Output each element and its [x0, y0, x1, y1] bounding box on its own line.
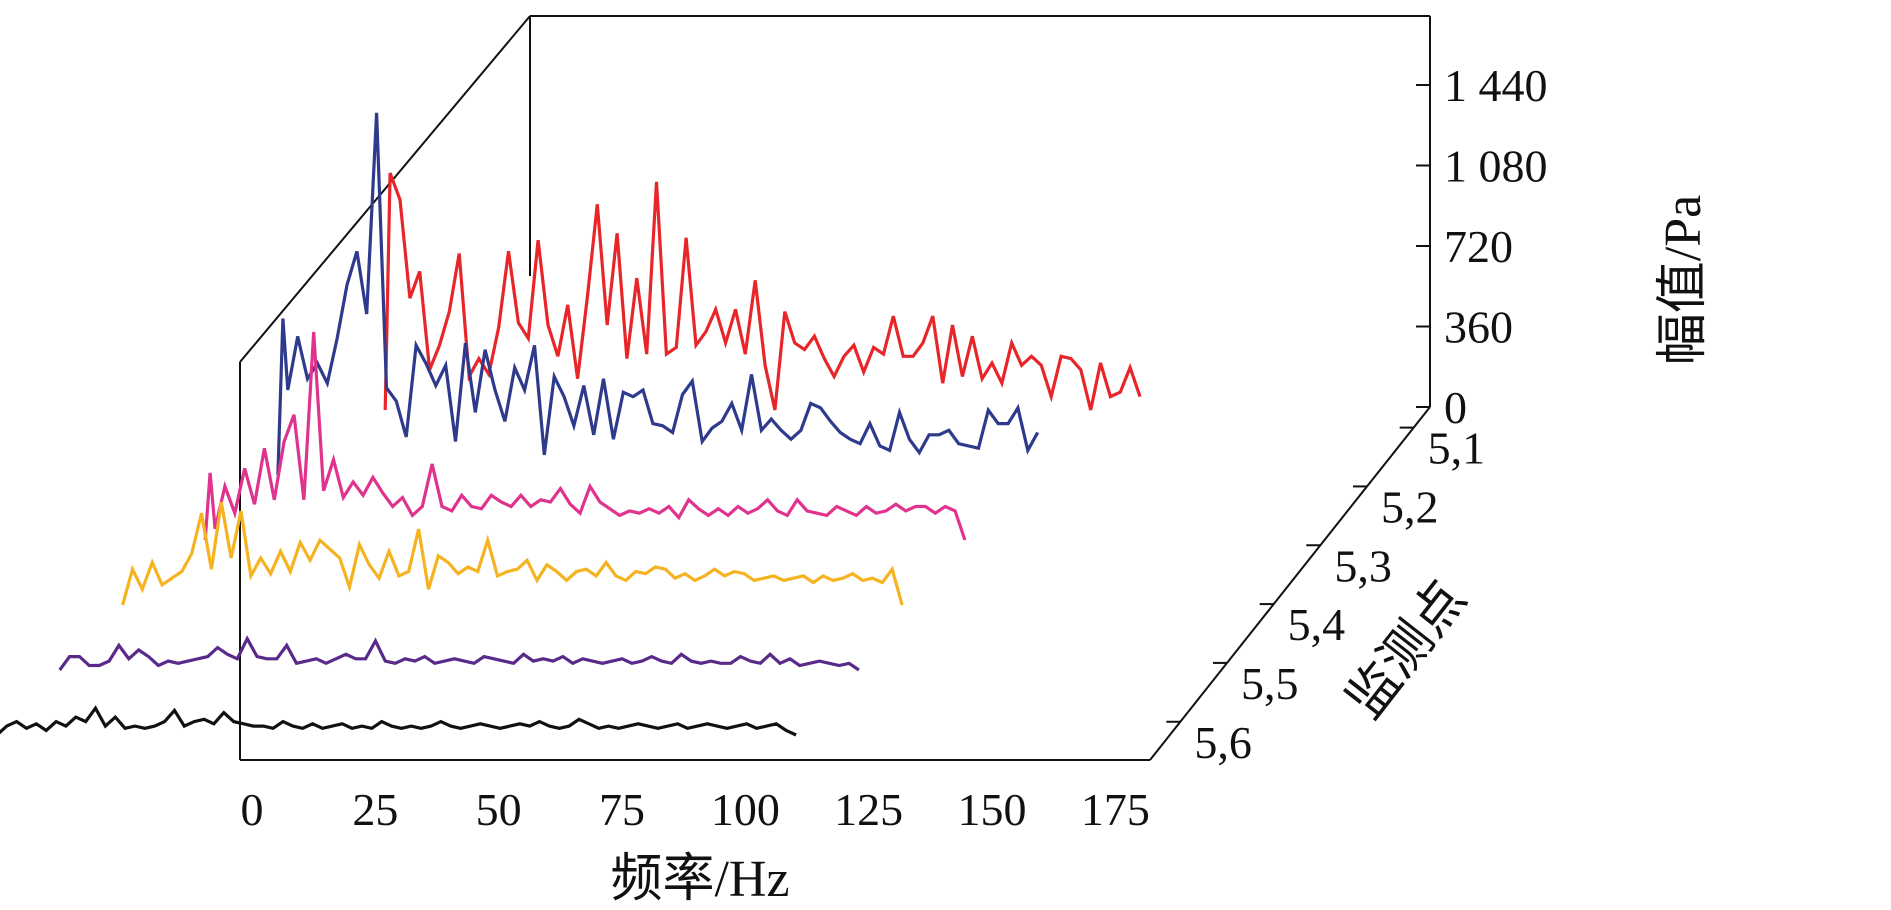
depth-tick-label: 5,4	[1288, 599, 1346, 650]
series-line-5	[58, 635, 860, 672]
x-tick-label: 100	[711, 784, 780, 835]
depth-tick-label: 5,6	[1194, 717, 1252, 768]
x-tick-label: 150	[958, 784, 1027, 835]
depth-tick-label: 5,3	[1334, 540, 1392, 591]
axes-frame	[239, 15, 1431, 761]
x-axis-ticks: 0 25 50 75 100 125 150 175	[241, 784, 1150, 835]
z-tick-label: 1 080	[1444, 141, 1548, 192]
x-tick-label: 25	[352, 784, 398, 835]
x-axis-title: 频率/Hz	[610, 851, 789, 908]
depth-axis-title: 监测点	[1337, 571, 1478, 729]
z-tick-label: 360	[1444, 302, 1513, 353]
z-axis-title: 幅值/Pa	[1655, 195, 1712, 365]
series-lines	[0, 112, 1142, 737]
x-tick-label: 175	[1081, 784, 1150, 835]
x-tick-label: 125	[834, 784, 903, 835]
z-tick-label: 720	[1444, 221, 1513, 272]
series-line-1	[383, 172, 1142, 411]
z-tick-label: 1 440	[1444, 60, 1548, 111]
series-line-4	[121, 501, 904, 606]
z-axis-ticks: 0 360 720 1 080 1 440	[1416, 60, 1548, 433]
depth-axis-ticks: 5,1 5,2 5,3 5,4 5,5 5,6	[1166, 423, 1485, 768]
depth-tick-label: 5,1	[1428, 423, 1486, 474]
depth-tick-label: 5,2	[1381, 481, 1439, 532]
series-line-6	[0, 705, 797, 737]
z-tick-label: 0	[1444, 382, 1467, 433]
depth-axis-line	[1149, 406, 1431, 761]
x-tick-label: 75	[599, 784, 645, 835]
x-tick-label: 0	[241, 784, 264, 835]
x-tick-label: 50	[476, 784, 522, 835]
series-line-2	[276, 112, 1040, 476]
top-left-diagonal-edge	[239, 15, 531, 363]
depth-tick-label: 5,5	[1241, 658, 1299, 709]
series-line-3	[203, 331, 967, 541]
